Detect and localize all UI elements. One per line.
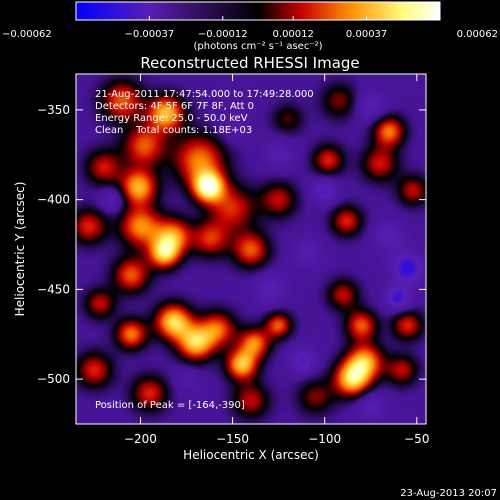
y-tick-label: −450	[37, 282, 70, 296]
colorbar-tick-label: −0.00037	[125, 29, 175, 40]
colorbar-tick-label: −0.00062	[2, 29, 52, 40]
y-axis-label: Heliocentric Y (arcsec)	[13, 182, 27, 317]
plot-frame	[75, 73, 427, 425]
y-tick-label: −350	[37, 103, 70, 117]
x-tick-label: −150	[216, 432, 249, 446]
heatmap-image	[76, 74, 426, 424]
chart-title: Reconstructed RHESSI Image	[140, 54, 359, 72]
x-tick-label: −200	[124, 432, 157, 446]
colorbar-units: (photons cm⁻² s⁻¹ asec⁻²)	[193, 41, 322, 52]
plot-area: −200 −150 −100 −50 −350 −400 −450 −500	[37, 73, 429, 446]
x-tick-label: −50	[404, 432, 429, 446]
colorbar-ticks: −0.00062 −0.00037 −0.00012 0.00012 0.00037 0.…	[2, 16, 498, 40]
y-tick-label: −400	[37, 193, 70, 207]
info-energy-range: Energy Range: 25.0 - 50.0 keV	[95, 113, 248, 124]
colorbar-gradient	[75, 1, 441, 21]
colorbar-tick-label: 0.00062	[457, 29, 498, 40]
info-overlay: 21-Aug-2011 17:47:54.000 to 17:49:28.000…	[95, 89, 314, 411]
axis-ticks: −200 −150 −100 −50 −350 −400 −450 −500	[37, 74, 429, 446]
info-detectors: Detectors: 4F 5F 6F 7F 8F, Att 0	[95, 101, 254, 112]
colorbar-tick-label: 0.00012	[273, 29, 314, 40]
y-tick-label: −500	[37, 372, 70, 386]
x-axis-label: Heliocentric X (arcsec)	[183, 448, 319, 462]
peak-position-label: Position of Peak = [-164,-390]	[95, 400, 245, 411]
generation-timestamp: 23-Aug-2013 20:07	[400, 488, 497, 499]
colorbar-tick-label: 0.00037	[346, 29, 387, 40]
colorbar-tick-label: −0.00012	[198, 29, 248, 40]
info-clean-counts: Clean Total counts: 1.18E+03	[95, 125, 252, 136]
info-time-range: 21-Aug-2011 17:47:54.000 to 17:49:28.000	[95, 89, 314, 100]
colorbar: −0.00062 −0.00037 −0.00012 0.00012 0.00037 0.…	[2, 1, 498, 52]
x-tick-label: −100	[308, 432, 341, 446]
